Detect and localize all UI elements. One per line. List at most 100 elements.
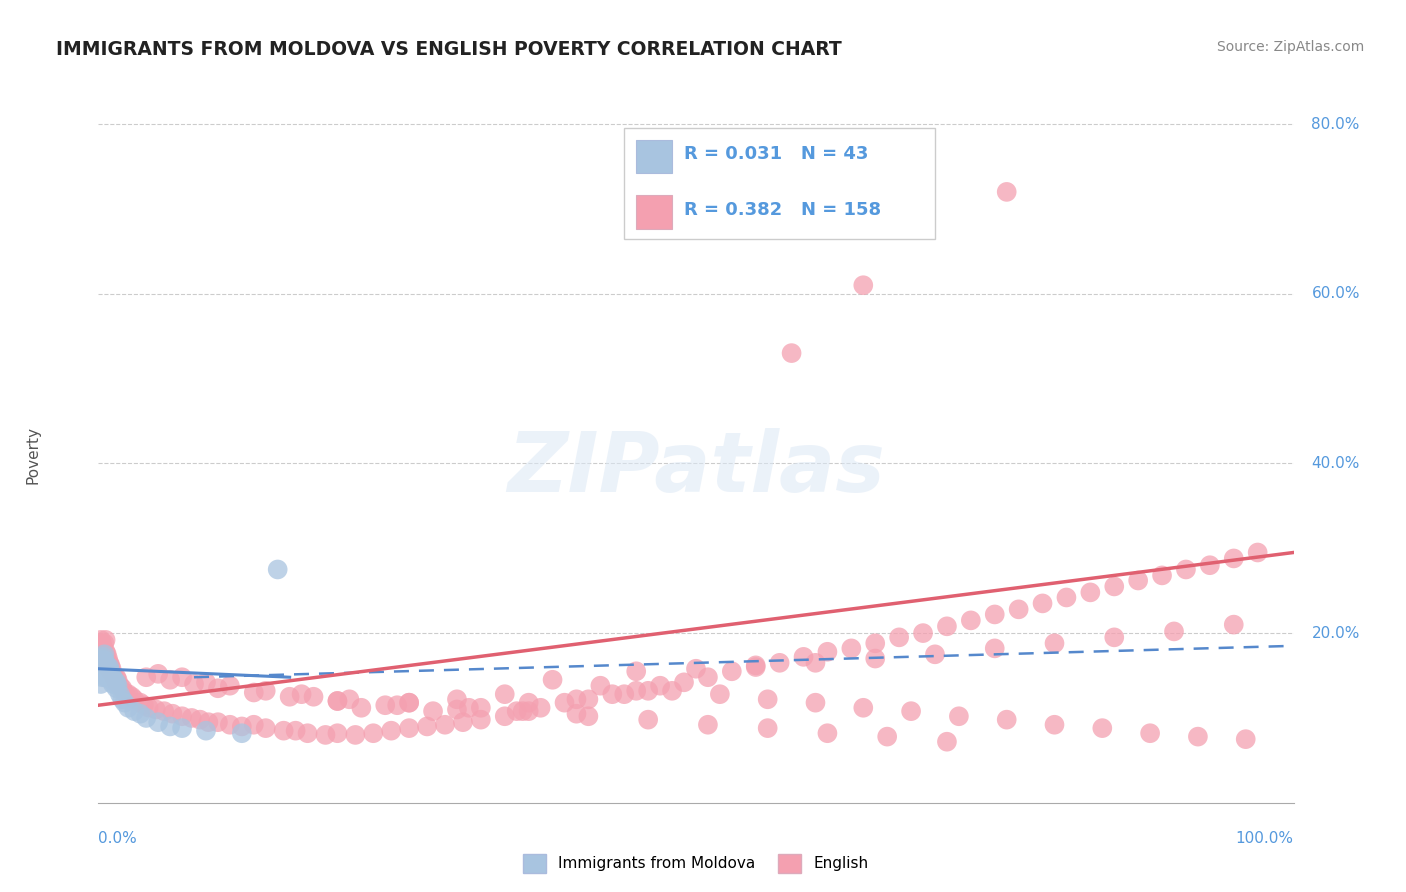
Point xyxy=(637,713,659,727)
Point xyxy=(326,726,349,740)
Point xyxy=(793,649,815,664)
Text: R = 0.031   N = 43: R = 0.031 N = 43 xyxy=(685,145,869,163)
Point xyxy=(297,726,319,740)
Point xyxy=(565,692,588,706)
Point xyxy=(90,660,112,674)
Point xyxy=(433,717,456,731)
Point xyxy=(1187,730,1209,744)
Point xyxy=(243,685,266,699)
Point xyxy=(172,709,194,723)
Point xyxy=(863,651,886,665)
Point xyxy=(183,677,205,691)
Point xyxy=(446,702,468,716)
Point xyxy=(804,656,827,670)
Point xyxy=(273,723,295,738)
Point xyxy=(1007,602,1029,616)
Point xyxy=(337,692,360,706)
Point xyxy=(153,704,176,718)
Point xyxy=(94,656,117,670)
Point xyxy=(94,670,117,684)
Point xyxy=(512,704,534,718)
Point xyxy=(1234,732,1257,747)
Point xyxy=(1150,568,1173,582)
Point xyxy=(935,735,957,749)
Point xyxy=(554,696,576,710)
Text: Source: ZipAtlas.com: Source: ZipAtlas.com xyxy=(1216,40,1364,54)
Point xyxy=(804,696,827,710)
Point xyxy=(91,656,114,670)
Point xyxy=(924,648,946,662)
Point xyxy=(101,670,124,684)
Legend: Immigrants from Moldova, English: Immigrants from Moldova, English xyxy=(517,847,875,879)
Point xyxy=(624,665,647,679)
Point xyxy=(98,665,122,679)
Point xyxy=(129,696,152,710)
Point xyxy=(231,726,253,740)
Point xyxy=(207,681,229,696)
Point xyxy=(105,681,128,696)
Point xyxy=(98,660,121,674)
Point xyxy=(983,607,1005,622)
Point xyxy=(162,706,184,721)
Point xyxy=(114,696,136,710)
Point xyxy=(98,666,121,681)
Point xyxy=(103,673,125,687)
Point xyxy=(94,632,117,647)
Point xyxy=(105,670,128,684)
Point xyxy=(398,696,420,710)
FancyBboxPatch shape xyxy=(636,140,672,173)
Point xyxy=(254,683,277,698)
Point xyxy=(105,675,128,690)
Point xyxy=(117,687,139,701)
Point xyxy=(98,673,122,687)
Point xyxy=(697,717,720,731)
Point xyxy=(1139,726,1161,740)
Point xyxy=(541,673,564,687)
Point xyxy=(529,700,551,714)
Point xyxy=(254,721,277,735)
Point xyxy=(91,636,114,650)
FancyBboxPatch shape xyxy=(624,128,935,239)
Point xyxy=(517,696,540,710)
Point xyxy=(1032,596,1054,610)
Point xyxy=(494,687,516,701)
Point xyxy=(673,675,696,690)
Point xyxy=(135,670,157,684)
Point xyxy=(326,694,349,708)
Point xyxy=(995,713,1018,727)
Point xyxy=(93,665,115,679)
Point xyxy=(697,670,720,684)
Point xyxy=(363,726,385,740)
Point xyxy=(863,636,886,650)
Point xyxy=(1246,545,1268,559)
Point xyxy=(756,721,779,735)
Point xyxy=(876,730,898,744)
Point xyxy=(948,709,970,723)
Point xyxy=(911,626,934,640)
Point xyxy=(197,715,219,730)
Point xyxy=(600,687,623,701)
Point xyxy=(889,631,911,645)
Text: 80.0%: 80.0% xyxy=(1312,117,1360,131)
Point xyxy=(374,698,396,713)
Point xyxy=(326,694,349,708)
Point xyxy=(98,656,121,670)
Point xyxy=(107,673,129,687)
Point xyxy=(398,696,420,710)
Point xyxy=(90,632,112,647)
Point xyxy=(132,698,155,713)
Point xyxy=(111,681,134,696)
Text: Poverty: Poverty xyxy=(25,425,41,484)
Text: 60.0%: 60.0% xyxy=(1312,286,1360,301)
Point xyxy=(93,648,115,662)
Point xyxy=(96,648,118,662)
Point xyxy=(91,641,114,656)
Point xyxy=(506,704,529,718)
Point xyxy=(159,719,181,733)
Point xyxy=(267,562,290,576)
Point xyxy=(107,679,129,693)
Point xyxy=(90,677,112,691)
Point xyxy=(90,648,112,662)
Point xyxy=(344,728,367,742)
Point xyxy=(91,670,114,684)
